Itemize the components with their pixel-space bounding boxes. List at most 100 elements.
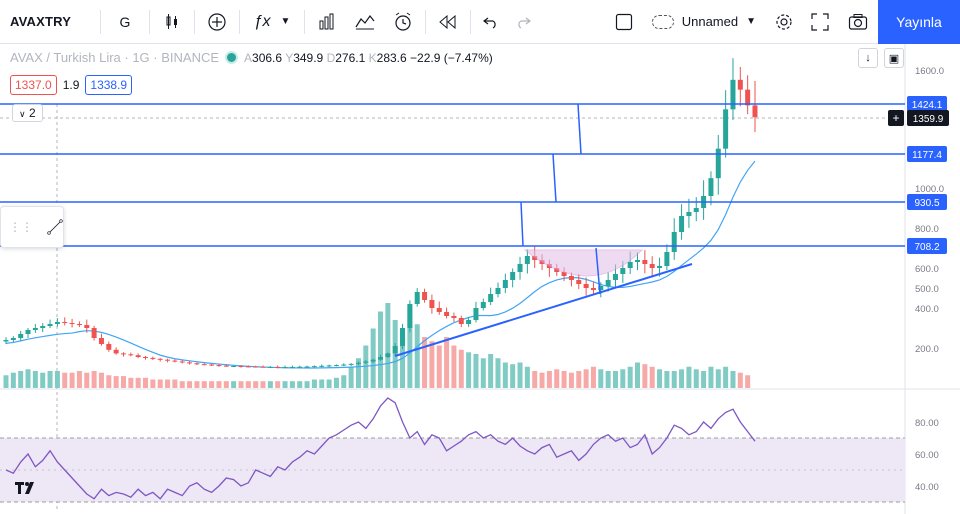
candle-body [106, 344, 112, 350]
svg-text:+: + [892, 111, 899, 125]
bars-compare-icon[interactable] [309, 0, 345, 44]
fx-icon[interactable]: ƒx ▼ [253, 12, 291, 30]
spread-value: 1.9 [62, 78, 80, 92]
ohlc-values: A306.6 Y349.9 D276.1 K283.6 −22.9 (−7.47… [244, 50, 493, 65]
price-chart[interactable]: 200.0 400.0 500.0 600.0 800.0 1000.0 1600.0 40… [0, 44, 960, 514]
volume-bar [333, 377, 339, 388]
volume-bar [275, 381, 281, 388]
volume-bar [642, 364, 648, 388]
candle-body [400, 328, 406, 346]
price-pane [0, 44, 905, 388]
legend-title[interactable]: AVAX / Turkish Lira · 1G · BINANCE [10, 50, 220, 65]
tradingview-logo-icon [14, 480, 40, 499]
sell-button[interactable]: 1337.0 [10, 75, 57, 95]
candle-body [466, 320, 472, 324]
camera-icon[interactable] [838, 0, 878, 44]
volume-bar [532, 371, 538, 388]
candle-body [664, 252, 670, 266]
volume-bar [414, 324, 420, 388]
symbol-search-button[interactable]: AVAXTRY [10, 14, 72, 29]
maximize-pane-icon[interactable]: ▣ [884, 48, 904, 68]
divider [194, 9, 195, 34]
volume-bar [113, 376, 119, 388]
candle-body [679, 216, 685, 232]
candle-body [517, 264, 523, 272]
measure-line[interactable] [577, 103, 582, 155]
candle-body [737, 79, 743, 90]
undo-icon[interactable] [475, 0, 507, 44]
gear-icon[interactable] [766, 0, 802, 44]
price-axis-tick: 600.0 [915, 264, 939, 275]
layout-name-button[interactable]: Unnamed ▼ [642, 14, 766, 29]
volume-bar [18, 371, 24, 388]
pane-buttons: ↓ ▣ [858, 48, 904, 68]
divider [425, 9, 426, 34]
candle-body [422, 292, 428, 300]
volume-bar [583, 369, 589, 388]
price-axis[interactable]: 200.0 400.0 500.0 600.0 800.0 1000.0 1600.0 [915, 66, 944, 355]
volume-bar [370, 328, 376, 388]
volume-bar [150, 379, 156, 388]
chart-templates-icon[interactable] [345, 0, 385, 44]
candle-body [135, 355, 141, 357]
alert-clock-icon[interactable] [385, 0, 421, 44]
candle-body [84, 325, 90, 328]
volume-bar [260, 381, 266, 388]
rsi-axis[interactable]: 40.00 60.00 80.00 [915, 418, 939, 493]
drag-handle-icon[interactable]: ⋮⋮ [9, 220, 33, 234]
measure-line[interactable] [520, 201, 524, 247]
candle-body [385, 353, 391, 357]
volume-bar [223, 381, 229, 388]
market-status-icon[interactable] [227, 53, 237, 62]
candle-body [209, 364, 215, 366]
candle-body [612, 274, 618, 280]
level-label-text: 930.5 [914, 198, 939, 209]
publish-button[interactable]: Yayınla [878, 0, 960, 44]
volume-bar [612, 371, 618, 388]
measure-line[interactable] [552, 153, 557, 203]
candle-body [642, 260, 648, 264]
candle-body [275, 366, 281, 368]
volume-bar [341, 375, 347, 388]
candle-body [91, 328, 97, 338]
volume-bar [510, 364, 516, 388]
divider [304, 9, 305, 34]
trend-line-icon[interactable] [47, 215, 63, 239]
trend-line-drawing[interactable] [394, 263, 693, 357]
rsi-axis-tick: 60.00 [915, 450, 939, 461]
add-indicator-icon[interactable] [199, 0, 235, 44]
single-layout-icon[interactable] [606, 0, 642, 44]
volume-bar [708, 366, 714, 388]
candle-body [429, 300, 435, 308]
candle-body [69, 323, 75, 324]
volume-bar [326, 379, 332, 388]
buy-button[interactable]: 1338.9 [85, 75, 133, 95]
candle-body [172, 360, 178, 362]
volume-bar [407, 307, 413, 388]
layout-name-label: Unnamed [681, 14, 739, 29]
interval-button[interactable]: G [119, 13, 131, 30]
candle-body [583, 284, 589, 288]
cup-pattern-drawing[interactable] [523, 249, 644, 277]
chart-legend: AVAX / Turkish Lira · 1G · BINANCE A306.… [10, 50, 493, 65]
arrow-down-icon[interactable]: ↓ [858, 48, 878, 68]
divider [100, 9, 101, 34]
volume-bar [289, 381, 295, 388]
replay-icon[interactable] [430, 0, 466, 44]
volume-bar [319, 379, 325, 388]
redo-icon[interactable] [507, 0, 539, 44]
price-axis-tick: 500.0 [915, 284, 939, 295]
measure-line[interactable] [595, 247, 601, 295]
candles-icon[interactable] [154, 0, 190, 44]
volume-bar [355, 358, 361, 388]
candle-body [730, 79, 736, 110]
candle-body [231, 366, 237, 367]
candle-body [194, 363, 200, 365]
volume-bar [187, 381, 193, 388]
candle-body [444, 312, 450, 316]
fullscreen-icon[interactable] [802, 0, 838, 44]
indicators-collapse-button[interactable]: ∨ 2 [12, 104, 43, 122]
candle-body [686, 212, 692, 216]
volume-bar [620, 369, 626, 388]
volume-bar [458, 349, 464, 388]
